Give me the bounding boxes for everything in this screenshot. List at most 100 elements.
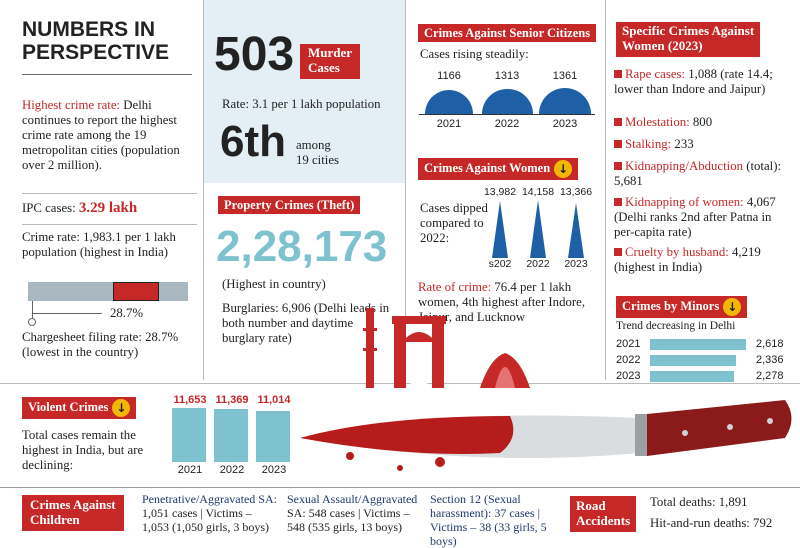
bullet-square-icon	[614, 118, 622, 126]
property-tag: Property Crimes (Theft)	[218, 196, 361, 215]
violent-value-label: 11,014	[257, 394, 291, 406]
senior-year-label: 2022	[494, 118, 520, 130]
minors-year-label: 2023	[616, 370, 641, 382]
road-tag-line1: Road	[576, 498, 606, 513]
down-arrow-icon: ↓	[723, 298, 742, 316]
violent-value-label: 11,369	[215, 394, 249, 406]
rank-text-line1: among	[296, 138, 331, 152]
title-line-1: NUMBERS IN	[22, 18, 156, 41]
ipc-cases: IPC cases: 3.29 lakh	[22, 201, 197, 216]
murder-tag: Murder Cases	[300, 44, 361, 79]
women-tag-label: Crimes Against Women	[424, 160, 551, 175]
children-col2: Sexual Assault/Aggravated SA: 548 cases …	[287, 492, 422, 534]
murder-rank: 6th	[220, 117, 286, 166]
children-tag-line1: Crimes Against	[30, 497, 116, 512]
bar-dot	[28, 318, 36, 326]
women-bar	[568, 203, 584, 258]
road-tag: Road Accidents	[570, 496, 637, 532]
road-tag-line2: Accidents	[576, 512, 631, 528]
senior-sub: Cases rising steadily:	[420, 47, 529, 61]
violent-tag-label: Violent Crimes	[28, 399, 109, 414]
children-tag: Crimes Against Children	[22, 495, 124, 531]
children-col1-label: Penetrative/Aggravated SA:	[142, 492, 277, 506]
title-line-2: PERSPECTIVE	[22, 41, 170, 64]
specific-item: Kidnapping/Abduction (total): 5,681	[614, 159, 792, 189]
women-tag: Crimes Against Women ↓	[418, 158, 579, 180]
bullet-square-icon	[614, 70, 622, 78]
minors-sub: Trend decreasing in Delhi	[616, 320, 736, 332]
specific-item-label: Rape cases:	[625, 67, 689, 81]
women-year-label: s202	[488, 258, 512, 270]
india-gate-top	[392, 316, 446, 324]
blood-stain	[300, 416, 514, 454]
specific-item-label: Molestation:	[625, 115, 693, 129]
senior-year-label: 2021	[436, 118, 462, 130]
senior-value-label: 1313	[494, 70, 520, 82]
murder-tag-line1: Murder	[308, 45, 353, 60]
bullet-square-icon	[614, 248, 622, 256]
senior-bar	[539, 88, 591, 114]
specific-item-label: Stalking:	[625, 137, 675, 151]
minors-bar	[650, 339, 746, 350]
specific-item-label: Kidnapping of women:	[625, 195, 747, 209]
murder-panel	[203, 0, 405, 183]
highest-crime-rate: Highest crime rate: Delhi continues to r…	[22, 98, 197, 173]
specific-tag-line2: Women (2023)	[622, 37, 703, 53]
specific-item-text: 233	[674, 137, 694, 151]
women-rate-label: Rate of crime:	[418, 280, 492, 294]
violent-value-label: 11,653	[173, 394, 207, 406]
bullet-square-icon	[614, 140, 622, 148]
minors-value-label: 2,336	[756, 354, 784, 366]
specific-item: Kidnapping of women: 4,067 (Delhi ranks …	[614, 195, 792, 240]
specific-item-label: Kidnapping/Abduction	[625, 159, 747, 173]
road-deaths: Total deaths: 1,891	[650, 495, 748, 509]
specific-item-text: 4,067 (Delhi ranks 2nd after Patna in pe…	[614, 195, 776, 239]
minors-tag-label: Crimes by Minors	[622, 298, 720, 313]
minors-year-label: 2022	[616, 354, 641, 366]
page-title: NUMBERS IN PERSPECTIVE	[22, 18, 169, 64]
women-text: Cases dipped compared to 2022:	[420, 201, 488, 245]
monuments-illustration	[363, 308, 530, 388]
murder-rank-text: among 19 cities	[296, 138, 339, 168]
children-col1-text: 1,051 cases | Victims – 1,053 (1,050 gir…	[142, 506, 269, 534]
down-arrow-icon: ↓	[112, 399, 131, 417]
ipc-value: 3.29 lakh	[78, 200, 138, 216]
women-value-label: 13,982	[483, 186, 517, 198]
crime-rate: Crime rate: 1,983.1 per 1 lakh populatio…	[22, 230, 176, 259]
women-chart: 13,982 s202 14,158 2022 13,366 2023	[480, 184, 600, 272]
women-year-label: 2022	[526, 258, 550, 270]
violent-chart: 11,653 2021 11,369 2022 11,014 2023	[166, 392, 296, 478]
rank-text-line2: 19 cities	[296, 153, 340, 167]
highest-label: Highest crime rate:	[22, 98, 121, 112]
specific-item: Stalking: 233	[614, 137, 792, 152]
specific-item: Cruelty by husband: 4,219 (highest in In…	[614, 245, 792, 275]
violent-year-label: 2021	[177, 464, 203, 476]
violent-bar	[172, 408, 206, 462]
women-rate: Rate of crime: 76.4 per 1 lakh women, 4t…	[418, 280, 598, 325]
violent-text: Total cases remain the highest in India,…	[22, 428, 144, 472]
children-col2-label: Sexual Assault/Aggravated	[287, 492, 418, 506]
minors-year-label: 2021	[616, 338, 641, 350]
senior-tag: Crimes Against Senior Citizens	[418, 24, 597, 43]
senior-value-label: 1166	[437, 70, 461, 82]
minors-value-label: 2,278	[756, 370, 784, 382]
minors-value-label: 2,618	[756, 338, 784, 350]
minors-chart: 2021 2,618 2022 2,336 2023 2,278	[614, 336, 794, 386]
violent-bar	[214, 409, 248, 462]
chargesheet-bar-fill	[113, 282, 159, 301]
property-sub: (Highest in country)	[222, 277, 326, 291]
specific-tag: Specific Crimes Against Women (2023)	[616, 22, 761, 57]
children-col2-text: SA: 548 cases | Victims – 548 (535 girls…	[287, 506, 410, 534]
chargesheet-pct: 28.7%	[110, 306, 144, 320]
chargesheet-bar	[28, 282, 188, 301]
senior-bar	[481, 88, 533, 114]
children-col3: Section 12 (Sexual harassment): 37 cases…	[430, 492, 562, 548]
violent-tag: Violent Crimes ↓	[22, 397, 137, 419]
bullet-square-icon	[614, 162, 622, 170]
children-col1: Penetrative/Aggravated SA: 1,051 cases |…	[142, 492, 280, 534]
children-col3-text: Section 12 (Sexual harassment): 37 cases…	[430, 492, 547, 548]
down-arrow-icon: ↓	[554, 160, 573, 178]
senior-baseline	[419, 114, 595, 115]
specific-item: Molestation: 800	[614, 115, 792, 130]
women-bar	[530, 200, 546, 258]
